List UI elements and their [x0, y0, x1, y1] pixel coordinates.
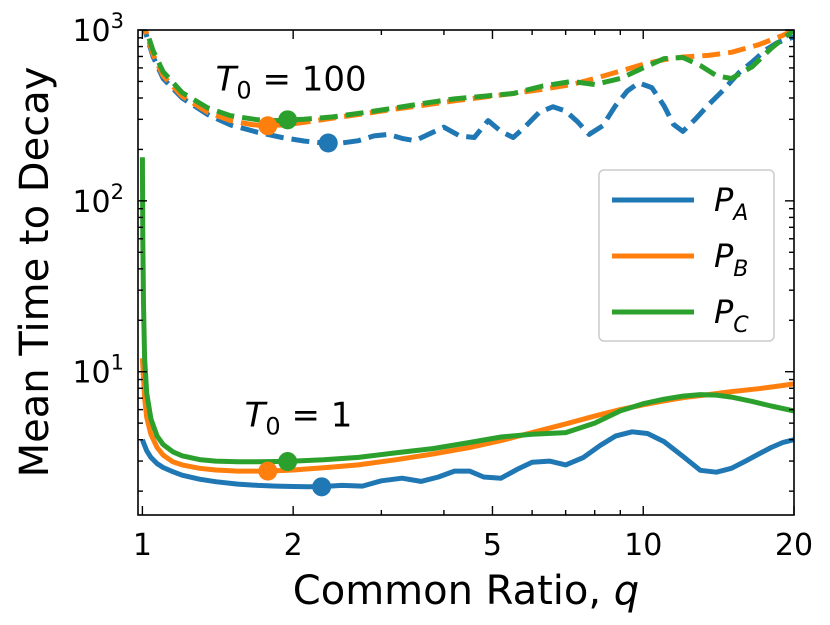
legend: PA PB PC: [598, 169, 775, 342]
y-tick-label: 101: [72, 351, 124, 391]
tick-layer: 1 2 5 10 20 101 102 103: [72, 9, 813, 563]
series-line-p-c-t0-100: [143, 30, 794, 124]
y-tick-label: 102: [72, 180, 124, 220]
marker-p-c-t0-1: [278, 452, 298, 472]
series-line-p-b-t0-100: [143, 30, 794, 129]
legend-label-pb: PB: [714, 237, 748, 282]
legend-label-pc: PC: [714, 293, 749, 338]
marker-p-b-t0-1: [258, 461, 278, 481]
annotation-layer: T0 = 100 T0 = 1: [216, 60, 367, 441]
x-tick-label: 2: [284, 528, 303, 563]
marker-p-c-t0-100: [278, 110, 298, 130]
legend-label-pa: PA: [714, 181, 748, 226]
series-line-p-a-t0-1: [140, 429, 794, 490]
x-tick-label: 20: [775, 528, 813, 563]
y-axis-title: Mean Time to Decay: [12, 67, 58, 478]
y-tick-label: 103: [72, 9, 124, 49]
x-tick-label: 5: [483, 528, 502, 563]
series-line-p-a-t0-100: [142, 30, 794, 146]
marker-p-b-t0-100: [258, 116, 278, 136]
annotation-t0: T0 = 1: [245, 396, 353, 441]
series-line-p-c-t0-1: [139, 157, 794, 465]
x-tick-label: 1: [133, 528, 152, 563]
marker-p-a-t0-100: [318, 133, 338, 153]
marker-layer: [258, 110, 338, 497]
annotation-t0: T0 = 100: [216, 60, 367, 105]
series-line-p-b-t0-1: [139, 358, 794, 474]
x-axis-title: Common Ratio, q: [293, 568, 639, 614]
plot-frame: [137, 29, 795, 516]
series-layer: [139, 30, 794, 490]
marker-p-a-t0-1: [312, 477, 332, 497]
x-tick-label: 10: [624, 528, 662, 563]
